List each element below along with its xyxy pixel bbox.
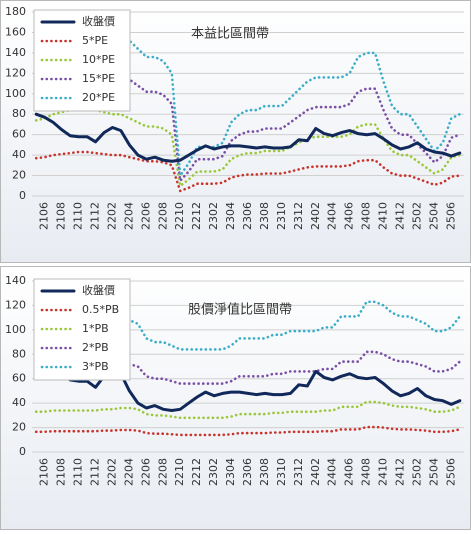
- x-tick-label: 2502: [410, 458, 423, 486]
- x-tick-label: 2208: [156, 202, 169, 230]
- legend-label: 15*PE: [82, 72, 115, 85]
- x-tick-label: 2308: [258, 458, 271, 486]
- legend-label: 收盤價: [82, 283, 115, 297]
- y-tick-label: 0: [19, 445, 26, 458]
- x-tick-label: 2406: [343, 202, 356, 230]
- y-tick-label: 80: [12, 107, 26, 120]
- x-tick-label: 2310: [275, 458, 288, 486]
- y-tick-label: 100: [5, 323, 26, 336]
- line-series: [34, 150, 462, 193]
- x-tick-label: 2212: [190, 202, 203, 230]
- x-tick-label: 2106: [38, 202, 51, 230]
- x-tick-label: 2204: [122, 458, 135, 486]
- y-tick-label: 120: [5, 66, 26, 79]
- x-tick-label: 2302: [207, 202, 220, 230]
- x-tick-label: 2502: [410, 202, 423, 230]
- legend-label: 20*PE: [82, 91, 115, 104]
- legend-label: 0.5*PB: [82, 303, 119, 316]
- x-tick-label: 2110: [72, 458, 85, 486]
- x-tick-label: 2202: [105, 202, 118, 230]
- y-tick-label: 60: [12, 372, 26, 385]
- x-tick-label: 2504: [427, 458, 440, 486]
- x-tick-label: 2108: [55, 458, 68, 486]
- line-series: [34, 300, 462, 351]
- y-tick-label: 20: [12, 169, 26, 182]
- legend-label: 1*PB: [82, 322, 109, 335]
- x-tick-label: 2112: [89, 458, 102, 486]
- x-tick-label: 2210: [173, 458, 186, 486]
- legend-label: 10*PE: [82, 53, 115, 66]
- x-tick-label: 2304: [224, 458, 237, 486]
- x-tick-label: 2206: [139, 202, 152, 230]
- x-tick-label: 2112: [89, 202, 102, 230]
- legend-label: 收盤價: [82, 14, 115, 28]
- x-tick-label: 2402: [309, 458, 322, 486]
- y-tick-label: 80: [12, 347, 26, 360]
- x-tick-label: 2408: [360, 202, 373, 230]
- x-tick-label: 2412: [393, 202, 406, 230]
- legend-box: [33, 278, 131, 381]
- y-tick-label: 40: [12, 148, 26, 161]
- y-tick-label: 180: [5, 5, 26, 18]
- x-tick-label: 2208: [156, 458, 169, 486]
- line-series: [34, 112, 462, 163]
- x-tick-label: 2106: [38, 458, 51, 486]
- legend-label: 2*PB: [82, 341, 109, 354]
- y-tick-label: 140: [5, 274, 26, 287]
- y-tick-label: 140: [5, 46, 26, 59]
- x-tick-label: 2206: [139, 458, 152, 486]
- x-tick-label: 2506: [444, 458, 457, 486]
- x-tick-label: 2204: [122, 202, 135, 230]
- y-tick-label: 160: [5, 25, 26, 38]
- x-tick-label: 2410: [377, 202, 390, 230]
- x-tick-label: 2202: [105, 458, 118, 486]
- x-tick-label: 2404: [326, 202, 339, 230]
- legend-label: 3*PB: [82, 360, 109, 373]
- x-tick-label: 2404: [326, 458, 339, 486]
- line-series: [34, 425, 462, 437]
- legend-box: [33, 9, 131, 112]
- y-tick-label: 20: [12, 421, 26, 434]
- x-tick-label: 2312: [292, 458, 305, 486]
- x-tick-label: 2504: [427, 202, 440, 230]
- line-series: [34, 400, 462, 420]
- chart-title: 股價淨值比區間帶: [188, 302, 292, 318]
- y-tick-label: 100: [5, 87, 26, 100]
- x-tick-label: 2506: [444, 202, 457, 230]
- x-tick-label: 2310: [275, 202, 288, 230]
- x-tick-label: 2412: [393, 458, 406, 486]
- x-tick-label: 2210: [173, 202, 186, 230]
- x-tick-label: 2212: [190, 458, 203, 486]
- chart-title: 本益比區間帶: [191, 27, 269, 42]
- legend-label: 5*PE: [82, 34, 108, 47]
- y-tick-label: 0: [19, 189, 26, 202]
- x-tick-label: 2406: [343, 458, 356, 486]
- x-tick-label: 2408: [360, 458, 373, 486]
- x-tick-label: 2304: [224, 202, 237, 230]
- x-tick-label: 2402: [309, 202, 322, 230]
- x-tick-label: 2306: [241, 202, 254, 230]
- x-tick-label: 2306: [241, 458, 254, 486]
- x-tick-label: 2302: [207, 458, 220, 486]
- x-tick-label: 2312: [292, 202, 305, 230]
- y-tick-label: 40: [12, 396, 26, 409]
- y-tick-label: 60: [12, 128, 26, 141]
- x-tick-label: 2108: [55, 202, 68, 230]
- x-tick-label: 2308: [258, 202, 271, 230]
- x-tick-label: 2110: [72, 202, 85, 230]
- x-tick-label: 2410: [377, 458, 390, 486]
- y-tick-label: 120: [5, 298, 26, 311]
